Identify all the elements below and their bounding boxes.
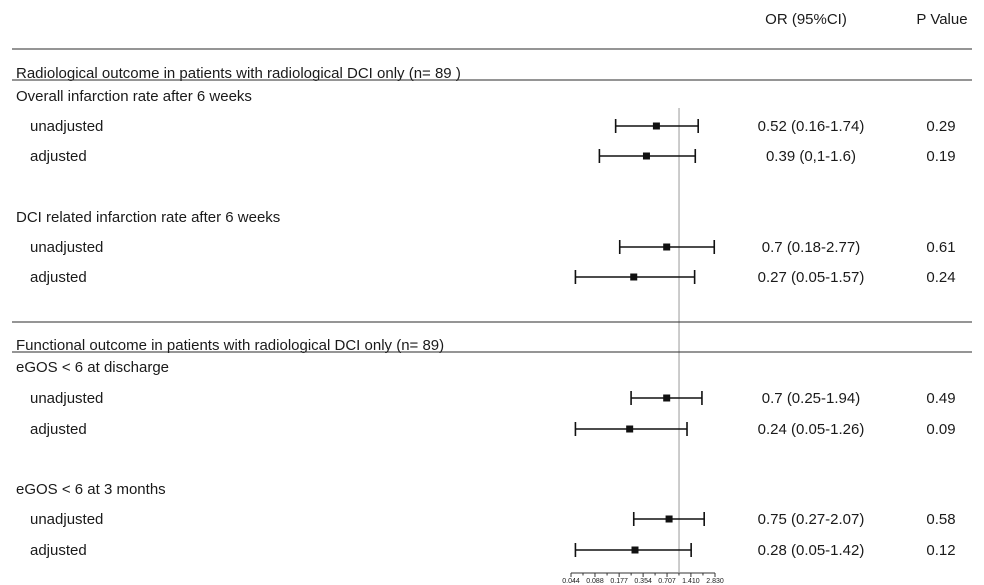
row-label: unadjusted xyxy=(30,118,103,135)
x-axis-tick-label: 0.354 xyxy=(634,578,652,585)
or-ci-value: 0.52 (0.16-1.74) xyxy=(758,118,865,135)
point-estimate xyxy=(663,243,671,251)
p-value: 0.49 xyxy=(926,390,955,407)
or-ci-value: 0.75 (0.27-2.07) xyxy=(758,511,865,528)
row-label: adjusted xyxy=(30,148,87,165)
row-label: adjusted xyxy=(30,542,87,559)
or-column-header: OR (95%CI) xyxy=(765,11,847,28)
or-ci-value: 0.24 (0.05-1.26) xyxy=(758,421,865,438)
point-estimate xyxy=(652,122,660,130)
x-axis-tick-label: 0.088 xyxy=(586,578,604,585)
group-label: DCI related infarction rate after 6 week… xyxy=(16,209,280,226)
p-value: 0.58 xyxy=(926,511,955,528)
point-estimate xyxy=(663,394,671,402)
point-estimate xyxy=(642,152,650,160)
or-ci-value: 0.7 (0.18-2.77) xyxy=(762,239,860,256)
p-value: 0.24 xyxy=(926,269,955,286)
point-estimate xyxy=(631,546,639,554)
p-value: 0.12 xyxy=(926,542,955,559)
or-ci-value: 0.28 (0.05-1.42) xyxy=(758,542,865,559)
x-axis-tick-label: 0.707 xyxy=(658,578,676,585)
group-label: eGOS < 6 at 3 months xyxy=(16,481,166,498)
p-value: 0.09 xyxy=(926,421,955,438)
section-title: Radiological outcome in patients with ra… xyxy=(16,65,461,82)
group-label: Overall infarction rate after 6 weeks xyxy=(16,88,252,105)
or-ci-value: 0.27 (0.05-1.57) xyxy=(758,269,865,286)
p-value: 0.29 xyxy=(926,118,955,135)
point-estimate xyxy=(665,515,673,523)
or-ci-value: 0.39 (0,1-1.6) xyxy=(766,148,856,165)
row-label: adjusted xyxy=(30,421,87,438)
forest-plot-content: Radiological outcome in patients with ra… xyxy=(12,48,972,585)
row-label: unadjusted xyxy=(30,390,103,407)
row-label: unadjusted xyxy=(30,511,103,528)
p-value-column-header: P Value xyxy=(916,11,967,28)
p-value: 0.61 xyxy=(926,239,955,256)
point-estimate xyxy=(630,273,638,281)
row-label: adjusted xyxy=(30,269,87,286)
section-title: Functional outcome in patients with radi… xyxy=(16,337,444,354)
row-label: unadjusted xyxy=(30,239,103,256)
point-estimate xyxy=(626,425,634,433)
x-axis-tick-label: 0.044 xyxy=(562,578,580,585)
x-axis-tick-label: 2.830 xyxy=(706,578,724,585)
x-axis-tick-label: 0.177 xyxy=(610,578,628,585)
or-ci-value: 0.7 (0.25-1.94) xyxy=(762,390,860,407)
x-axis-tick-label: 1.410 xyxy=(682,578,700,585)
p-value: 0.19 xyxy=(926,148,955,165)
group-label: eGOS < 6 at discharge xyxy=(16,359,169,376)
